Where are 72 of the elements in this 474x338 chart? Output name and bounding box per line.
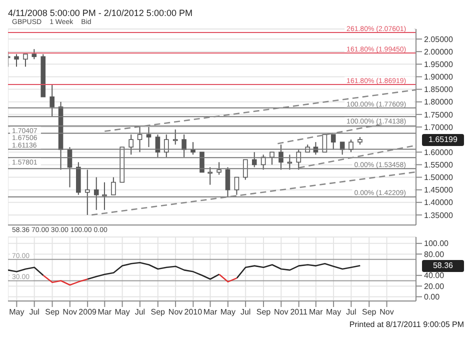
x-tick-label: Mar [308,308,324,317]
candlestick [216,162,222,176]
x-tick-label: Sep [362,308,377,317]
x-tick-label: Jul [346,308,357,317]
text: Printed at 8/17/2011 9:00:05 PM [349,320,464,329]
y-tick-label: 1.80000 [424,98,454,107]
text: 1.65199 [422,134,464,146]
x-tick-label: Sep [45,308,60,317]
candlestick [200,152,204,173]
x-tick-label: Mar [98,308,112,317]
x-tick-label: 2009 [78,308,98,317]
y-tick-label: 1.45000 [424,186,454,195]
y-tick-label: 1.50000 [424,173,454,182]
candlestick [252,152,257,168]
y-tick-label: 1.35000 [424,210,454,220]
x-tick-label: Jul [29,308,40,317]
y-tick-label: 1.40000 [424,198,454,208]
text: 58.36 [422,260,464,272]
y-tick-label: 1.60000 [424,148,454,157]
candlestick [330,134,336,150]
x-tick-label: 2011 [290,308,308,317]
x-tick-label: Sep [256,308,272,317]
candlestick [208,166,212,186]
x-tick-label: Jul [134,308,146,317]
candlestick [225,166,230,198]
x-tick-label: Sep [150,308,166,317]
candlestick [14,54,19,68]
candlestick [137,126,142,153]
y-tick-label: 1.55000 [424,160,454,170]
y-tick-label: 2.00000 [424,47,454,56]
candlestick [242,159,248,180]
candlestick [94,176,99,210]
y-tick-label: 1.95000 [424,60,454,70]
candlestick [102,182,107,210]
y-tick-label: 1.85000 [424,85,454,94]
candlestick [85,169,90,216]
y-tick-label: 2.05000 [424,34,454,44]
x-tick-label: Nov [380,308,394,317]
y-tick-label: 1.70000 [424,122,454,132]
x-tick-label: 2010 [184,308,203,317]
y-tick-label: 1.90000 [424,72,454,82]
candlestick [348,139,354,153]
y-tick-label: 40.00 [424,271,445,280]
candlestick [128,134,134,156]
x-tick-label: Jul [240,308,251,317]
x-tick-label: Mar [203,308,218,317]
x-tick-label: Nov [168,308,183,317]
y-tick-label: 1.75000 [424,110,454,120]
y-tick-label: 100.00 [424,239,450,248]
y-tick-label: 80.00 [424,250,445,259]
candlestick [111,176,116,196]
x-tick-label: May [9,308,24,317]
candlestick [182,134,186,158]
x-tick-label: May [114,308,130,317]
candlestick [164,134,169,158]
y-tick-label: 20.00 [424,282,445,291]
candlestick [296,149,302,170]
x-tick-label: May [326,308,342,317]
x-tick-label: May [220,308,236,317]
x-tick-label: Nov [274,308,288,317]
candlestick [50,84,54,118]
candlestick [146,126,152,148]
candlestick [322,134,328,153]
candlestick [172,129,178,146]
chart-title: 4/11/2008 5:00:00 PM - 2/10/2012 5:00:00 PM [8,8,194,18]
candlestick [270,152,274,166]
candlestick [23,54,28,68]
y-tick-label: 0.00 [424,292,440,302]
candlestick [32,48,37,60]
candlestick [278,144,284,170]
x-tick-label: Nov [62,308,78,317]
candlestick [234,176,240,196]
